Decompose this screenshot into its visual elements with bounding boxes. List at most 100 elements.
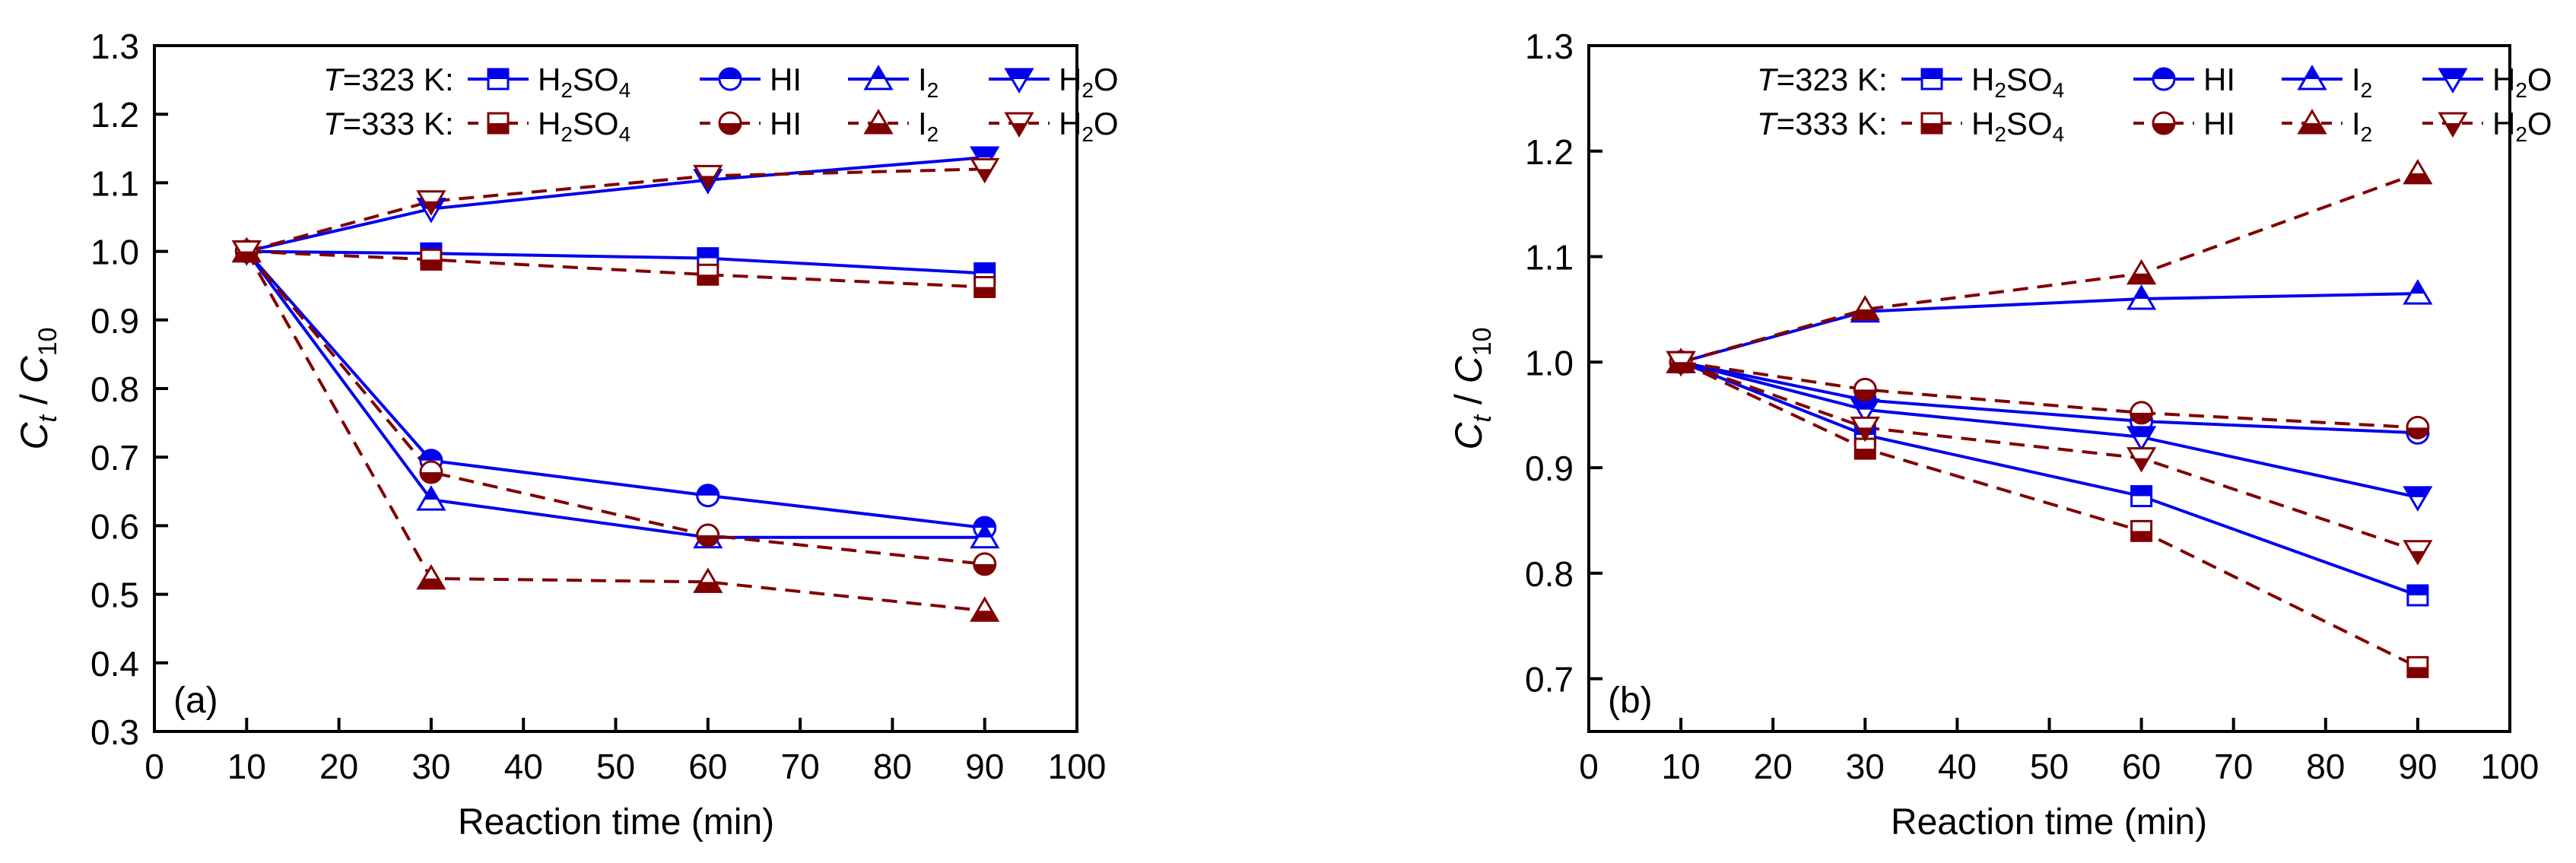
data-point-i2-323k xyxy=(2403,279,2433,305)
legend-entry-label: H2O xyxy=(2492,62,2552,102)
y-label-sub-t: t xyxy=(1468,414,1497,422)
legend-label-rest: O xyxy=(1094,62,1119,97)
y-tick-label: 1.0 xyxy=(1525,343,1574,382)
legend-entry-label: H2O xyxy=(2492,106,2552,146)
data-point-i2-333k xyxy=(693,567,723,593)
legend-label-subscript: 2 xyxy=(2361,122,2373,146)
legend-label-rest: SO xyxy=(573,62,619,97)
legend-label-main: HI xyxy=(2203,106,2235,141)
legend-label-subscript: 4 xyxy=(2053,78,2065,102)
legend-label-main: I xyxy=(2352,106,2361,141)
data-point-hi-333k xyxy=(973,552,997,576)
data-point-h2o-333k xyxy=(1850,416,1880,443)
legend-temperature-value: =323 K: xyxy=(1777,62,1888,97)
legend-row: T=323 K: H2SO4 HI I2 H2O xyxy=(1757,62,2552,102)
legend-label-main: H xyxy=(1059,106,1082,141)
series-line-h2o-333k xyxy=(1680,360,2419,553)
legend-label-subscript: 2 xyxy=(1994,78,2006,102)
y-label-c: C xyxy=(13,422,56,450)
y-label-c: C xyxy=(1447,355,1490,383)
legend-marker-triangle-up xyxy=(2297,109,2327,135)
data-point-hi-333k xyxy=(2130,401,2154,425)
legend-label-rest: O xyxy=(1094,106,1119,141)
legend-entry-label: HI xyxy=(2203,62,2235,97)
legend-label-main: HI xyxy=(2203,62,2235,97)
legend-label-subscript: 2 xyxy=(561,122,573,146)
legend-entry-label: HI xyxy=(2203,106,2235,141)
legend-label-subscript: 2 xyxy=(2515,122,2527,146)
data-point-i2-333k xyxy=(2126,259,2157,285)
data-point-i2-323k xyxy=(970,522,1000,549)
x-axis-label: Reaction time (min) xyxy=(1891,802,2207,842)
legend-label-rest: SO xyxy=(2006,62,2053,97)
y-tick-label: 1.2 xyxy=(91,95,139,135)
series-line-h2so4-333k xyxy=(1680,360,2419,669)
series-line-hi-323k xyxy=(245,250,985,530)
data-point-h2o-333k xyxy=(231,240,262,266)
y-axis: 0.70.80.91.01.11.21.3Ct / C10 xyxy=(1447,27,1602,700)
series-line-i2-333k xyxy=(1680,172,2419,364)
x-tick-label: 70 xyxy=(781,747,820,786)
y-tick-label: 0.8 xyxy=(1525,554,1574,594)
legend-marker-triangle-down xyxy=(2438,112,2468,138)
legend-label-main: H xyxy=(1971,106,1994,141)
x-tick-label: 10 xyxy=(1662,747,1701,786)
series-line-i2-323k xyxy=(1680,292,2418,364)
legend-label-rest: SO xyxy=(573,106,619,141)
y-label-c: C xyxy=(1447,422,1490,450)
legend-label-rest: SO xyxy=(2006,106,2053,141)
legend-label-subscript: 2 xyxy=(2361,78,2373,102)
plot-frame xyxy=(153,44,1078,733)
legend-label-subscript: 4 xyxy=(2053,122,2065,146)
data-point-hi-333k xyxy=(2406,415,2430,439)
legend-label-rest: O xyxy=(2527,106,2552,141)
data-point-h2so4-333k xyxy=(697,263,719,286)
legend-label-main: HI xyxy=(770,62,802,97)
legend-label-main: I xyxy=(2352,62,2361,97)
legend-entry-label: HI xyxy=(770,106,802,141)
series-line-h2o-333k xyxy=(246,167,985,253)
legend-row-prefix: T=333 K: xyxy=(323,106,454,141)
legend-marker-triangle-up xyxy=(2297,65,2327,90)
legend-temperature-symbol: T xyxy=(323,62,345,97)
legend-temperature-symbol: T xyxy=(1757,62,1779,97)
legend-marker-triangle-down xyxy=(1004,112,1034,138)
x-tick-label: 80 xyxy=(873,747,912,786)
data-point-h2o-333k xyxy=(693,164,723,191)
legend-marker-circle xyxy=(2152,111,2176,135)
x-tick-label: 0 xyxy=(1579,747,1599,786)
data-point-hi-333k xyxy=(1853,377,1877,401)
legend-label-main: HI xyxy=(770,106,802,141)
legend-label-subscript: 2 xyxy=(2515,78,2527,102)
chart-panel-b: 0 10 20 30 40 50 60 70 80 90 100 Reaction time (min… xyxy=(1447,27,2552,842)
legend-marker-circle xyxy=(718,111,742,135)
legend-label-subscript: 4 xyxy=(619,122,631,146)
y-axis: 0.30.40.50.60.70.80.91.01.11.21.3Ct / C1… xyxy=(13,27,168,752)
legend-marker-triangle-up xyxy=(863,109,894,135)
legend-row-prefix: T=333 K: xyxy=(1757,106,1888,141)
legend-entry-label: I2 xyxy=(2352,62,2372,102)
y-tick-label: 0.4 xyxy=(91,644,139,684)
legend-marker-square xyxy=(487,112,510,135)
data-point-h2so4-333k xyxy=(974,276,996,299)
y-tick-label: 0.7 xyxy=(91,438,139,478)
y-tick-label: 1.0 xyxy=(91,233,139,272)
legend-temperature-symbol: T xyxy=(323,106,345,141)
x-tick-label: 90 xyxy=(965,747,1004,786)
x-tick-label: 80 xyxy=(2306,747,2345,786)
legend-label-subscript: 2 xyxy=(1994,122,2006,146)
x-tick-label: 60 xyxy=(688,747,727,786)
legend-temperature-value: =333 K: xyxy=(1777,106,1888,141)
legend-label-main: I xyxy=(918,62,927,97)
legend-row-prefix: T=323 K: xyxy=(323,62,454,97)
series-line-h2so4-333k xyxy=(246,249,985,289)
legend-row: T=333 K: H2SO4 HI I2 H2O xyxy=(323,106,1119,146)
legend-label-subscript: 2 xyxy=(1082,122,1094,146)
legend-label-main: H xyxy=(538,62,561,97)
x-tick-label: 40 xyxy=(1938,747,1977,786)
series-line-h2so4-323k xyxy=(1680,360,2419,597)
data-point-h2so4-333k xyxy=(2130,519,2153,542)
series-line-h2o-323k xyxy=(1680,360,2419,499)
